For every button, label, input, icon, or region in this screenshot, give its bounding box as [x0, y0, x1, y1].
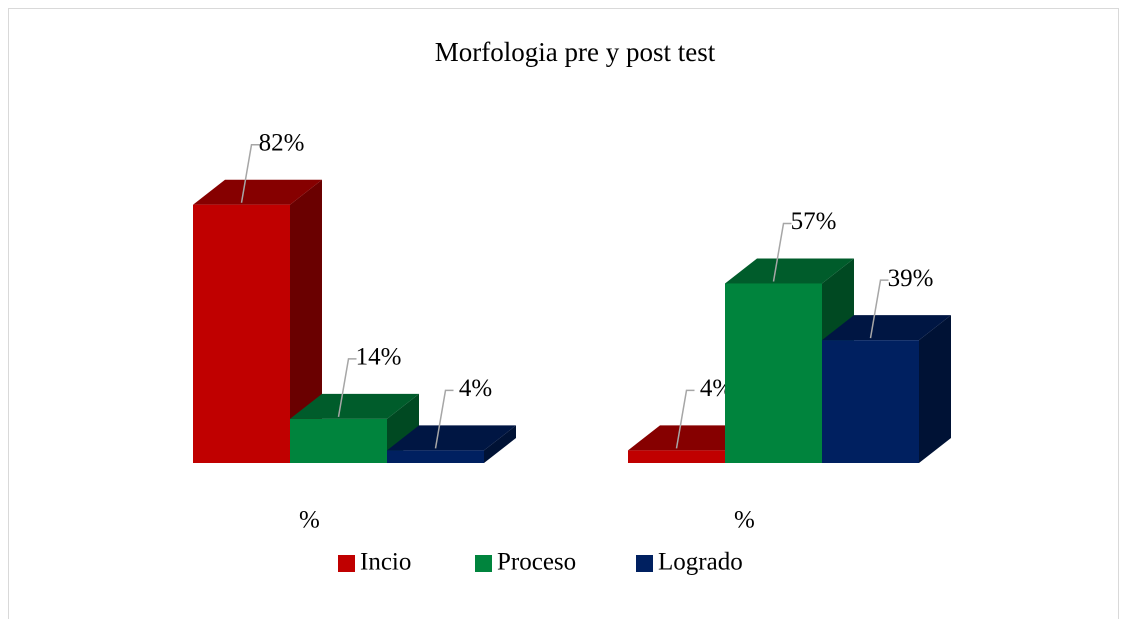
leader-line	[772, 222, 792, 282]
legend-swatch	[475, 555, 492, 572]
bar	[725, 283, 822, 463]
legend-label: Logrado	[658, 549, 743, 576]
bar-top	[387, 425, 516, 451]
data-label: 14%	[356, 344, 402, 371]
bar-top	[193, 179, 322, 205]
leader-line	[240, 143, 260, 203]
bar-side	[919, 315, 951, 463]
legend-swatch	[636, 555, 653, 572]
leader-line	[675, 389, 695, 449]
leader-line	[337, 358, 357, 418]
legend-label: Incio	[360, 549, 411, 576]
bar	[387, 450, 484, 463]
x-tick-label: %	[734, 507, 755, 534]
bar-side	[290, 179, 322, 463]
bar-top	[725, 258, 854, 284]
x-tick-label: %	[299, 507, 320, 534]
bar-top	[628, 425, 757, 451]
legend-label: Proceso	[497, 549, 576, 576]
bar	[193, 204, 290, 463]
bar	[290, 418, 387, 463]
bar	[822, 340, 919, 463]
data-label: 82%	[259, 129, 305, 156]
data-label: 57%	[791, 208, 837, 235]
chart-frame	[8, 8, 1119, 619]
chart-title: Morfologia pre y post test	[435, 37, 716, 67]
legend-swatch	[338, 555, 355, 572]
data-label: 39%	[888, 265, 934, 292]
data-label: 4%	[459, 375, 492, 402]
leader-line	[869, 279, 889, 339]
bar-top	[290, 393, 419, 419]
leader-line	[434, 389, 454, 449]
bar	[628, 450, 725, 463]
bar-top	[822, 315, 951, 341]
bar-side	[484, 425, 516, 463]
